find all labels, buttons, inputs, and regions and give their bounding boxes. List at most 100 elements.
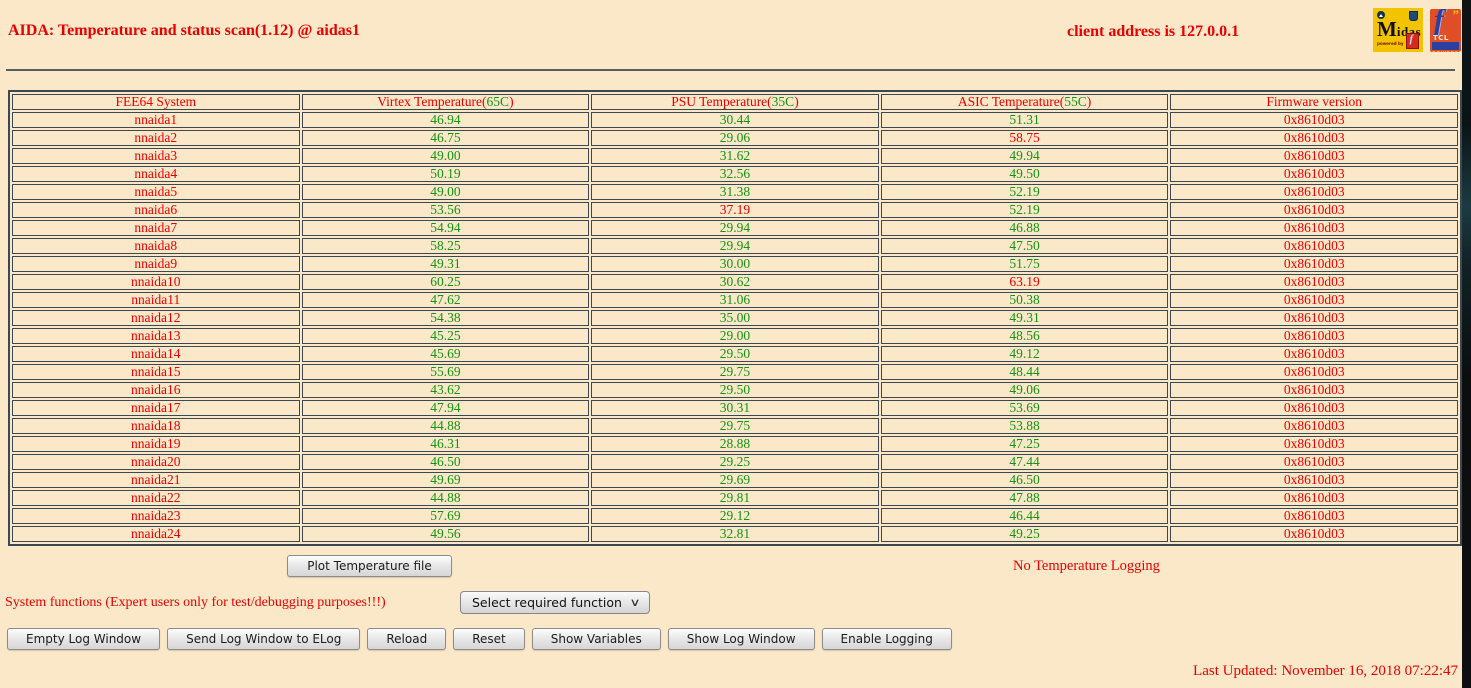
cell-firmware-version: 0x8610d03	[1170, 238, 1458, 254]
cell-firmware-version: 0x8610d03	[1170, 274, 1458, 290]
cell-system: nnaida5	[12, 184, 300, 200]
cell-system: nnaida2	[12, 130, 300, 146]
cell-psu-temperature: 29.06	[591, 130, 879, 146]
cell-system: nnaida10	[12, 274, 300, 290]
midas-logo[interactable]: Midas powered by f	[1373, 8, 1423, 52]
cell-firmware-version: 0x8610d03	[1170, 364, 1458, 380]
cell-asic-temperature: 47.88	[880, 490, 1169, 506]
cell-firmware-version: 0x8610d03	[1170, 472, 1458, 488]
cell-asic-temperature: 51.75	[880, 256, 1169, 272]
log-action-button[interactable]: Reload	[367, 628, 447, 650]
cell-psu-temperature: 30.00	[591, 256, 879, 272]
cell-system: nnaida21	[12, 472, 300, 488]
cell-asic-temperature: 52.19	[880, 202, 1169, 218]
cell-system: nnaida24	[12, 526, 300, 542]
cell-virtex-temperature: 54.94	[301, 220, 590, 236]
cell-asic-temperature: 49.94	[880, 148, 1169, 164]
table-row: nnaida10 60.25 30.62 63.19 0x8610d03	[12, 274, 1458, 290]
last-updated-text: Last Updated: November 16, 2018 07:22:47	[1193, 663, 1458, 679]
cell-system: nnaida14	[12, 346, 300, 362]
cell-system: nnaida20	[12, 454, 300, 470]
table-row: nnaida21 49.69 29.69 46.50 0x8610d03	[12, 472, 1458, 488]
cell-firmware-version: 0x8610d03	[1170, 490, 1458, 506]
function-select[interactable]: Select required function ∨	[460, 591, 650, 614]
cell-virtex-temperature: 46.31	[301, 436, 590, 452]
plot-temperature-file-button[interactable]: Plot Temperature file	[287, 555, 452, 577]
cell-virtex-temperature: 46.94	[301, 112, 590, 128]
cell-virtex-temperature: 58.25	[301, 238, 590, 254]
cell-psu-temperature: 29.50	[591, 346, 879, 362]
cell-psu-temperature: 29.00	[591, 328, 879, 344]
cell-virtex-temperature: 45.25	[301, 328, 590, 344]
cell-system: nnaida17	[12, 400, 300, 416]
cell-psu-temperature: 29.94	[591, 238, 879, 254]
window-edge-strip	[1462, 0, 1471, 688]
cell-asic-temperature: 47.50	[880, 238, 1169, 254]
cell-firmware-version: 0x8610d03	[1170, 112, 1458, 128]
cell-firmware-version: 0x8610d03	[1170, 346, 1458, 362]
table-row: nnaida2 46.75 29.06 58.75 0x8610d03	[12, 130, 1458, 146]
table-row: nnaida22 44.88 29.81 47.88 0x8610d03	[12, 490, 1458, 506]
cell-psu-temperature: 30.31	[591, 400, 879, 416]
cell-psu-temperature: 30.62	[591, 274, 879, 290]
cell-virtex-temperature: 49.31	[301, 256, 590, 272]
cell-asic-temperature: 53.69	[880, 400, 1169, 416]
table-row: nnaida9 49.31 30.00 51.75 0x8610d03	[12, 256, 1458, 272]
log-action-button[interactable]: Reset	[453, 628, 525, 650]
cell-asic-temperature: 49.12	[880, 346, 1169, 362]
column-header: PSU Temperature(35C)	[591, 94, 879, 110]
cell-system: nnaida23	[12, 508, 300, 524]
cell-asic-temperature: 63.19	[880, 274, 1169, 290]
fee64-table-body: nnaida1 46.94 30.44 51.31 0x8610d03 nnai…	[12, 112, 1458, 542]
cell-psu-temperature: 29.75	[591, 364, 879, 380]
cell-firmware-version: 0x8610d03	[1170, 400, 1458, 416]
cell-system: nnaida22	[12, 490, 300, 506]
table-row: nnaida24 49.56 32.81 49.25 0x8610d03	[12, 526, 1458, 542]
cell-system: nnaida6	[12, 202, 300, 218]
table-row: nnaida3 49.00 31.62 49.94 0x8610d03	[12, 148, 1458, 164]
cell-psu-temperature: 29.69	[591, 472, 879, 488]
cell-virtex-temperature: 57.69	[301, 508, 590, 524]
cell-virtex-temperature: 45.69	[301, 346, 590, 362]
cell-firmware-version: 0x8610d03	[1170, 454, 1458, 470]
table-row: nnaida15 55.69 29.75 48.44 0x8610d03	[12, 364, 1458, 380]
cell-asic-temperature: 47.25	[880, 436, 1169, 452]
cell-firmware-version: 0x8610d03	[1170, 436, 1458, 452]
tcl-powered-logo[interactable]: f ” TCL POWERED	[1430, 9, 1461, 52]
function-select-value: Select required function	[472, 595, 622, 610]
cell-asic-temperature: 58.75	[880, 130, 1169, 146]
table-row: nnaida17 47.94 30.31 53.69 0x8610d03	[12, 400, 1458, 416]
log-action-button[interactable]: Show Variables	[531, 628, 661, 650]
cell-virtex-temperature: 49.00	[301, 148, 590, 164]
table-row: nnaida4 50.19 32.56 49.50 0x8610d03	[12, 166, 1458, 182]
cell-virtex-temperature: 54.38	[301, 310, 590, 326]
log-action-button[interactable]: Enable Logging	[821, 628, 952, 650]
table-row: nnaida23 57.69 29.12 46.44 0x8610d03	[12, 508, 1458, 524]
cell-psu-temperature: 28.88	[591, 436, 879, 452]
cell-asic-temperature: 46.44	[880, 508, 1169, 524]
cell-firmware-version: 0x8610d03	[1170, 310, 1458, 326]
cell-firmware-version: 0x8610d03	[1170, 184, 1458, 200]
table-row: nnaida12 54.38 35.00 49.31 0x8610d03	[12, 310, 1458, 326]
log-action-button[interactable]: Send Log Window to ELog	[167, 628, 361, 650]
midas-tcl-mini-icon: f	[1406, 33, 1419, 49]
log-action-button[interactable]: Show Log Window	[667, 628, 815, 650]
cell-asic-temperature: 46.50	[880, 472, 1169, 488]
cell-virtex-temperature: 47.62	[301, 292, 590, 308]
table-row: nnaida11 47.62 31.06 50.38 0x8610d03	[12, 292, 1458, 308]
cell-system: nnaida9	[12, 256, 300, 272]
cell-psu-temperature: 31.06	[591, 292, 879, 308]
cell-firmware-version: 0x8610d03	[1170, 130, 1458, 146]
cell-firmware-version: 0x8610d03	[1170, 292, 1458, 308]
cell-firmware-version: 0x8610d03	[1170, 526, 1458, 542]
horizontal-rule	[6, 69, 1455, 71]
cell-firmware-version: 0x8610d03	[1170, 418, 1458, 434]
cell-virtex-temperature: 50.19	[301, 166, 590, 182]
cell-firmware-version: 0x8610d03	[1170, 382, 1458, 398]
log-action-button[interactable]: Empty Log Window	[7, 628, 161, 650]
cell-psu-temperature: 29.81	[591, 490, 879, 506]
midas-powered-by-text: powered by	[1377, 41, 1404, 46]
cell-firmware-version: 0x8610d03	[1170, 166, 1458, 182]
cell-firmware-version: 0x8610d03	[1170, 220, 1458, 236]
cell-system: nnaida7	[12, 220, 300, 236]
